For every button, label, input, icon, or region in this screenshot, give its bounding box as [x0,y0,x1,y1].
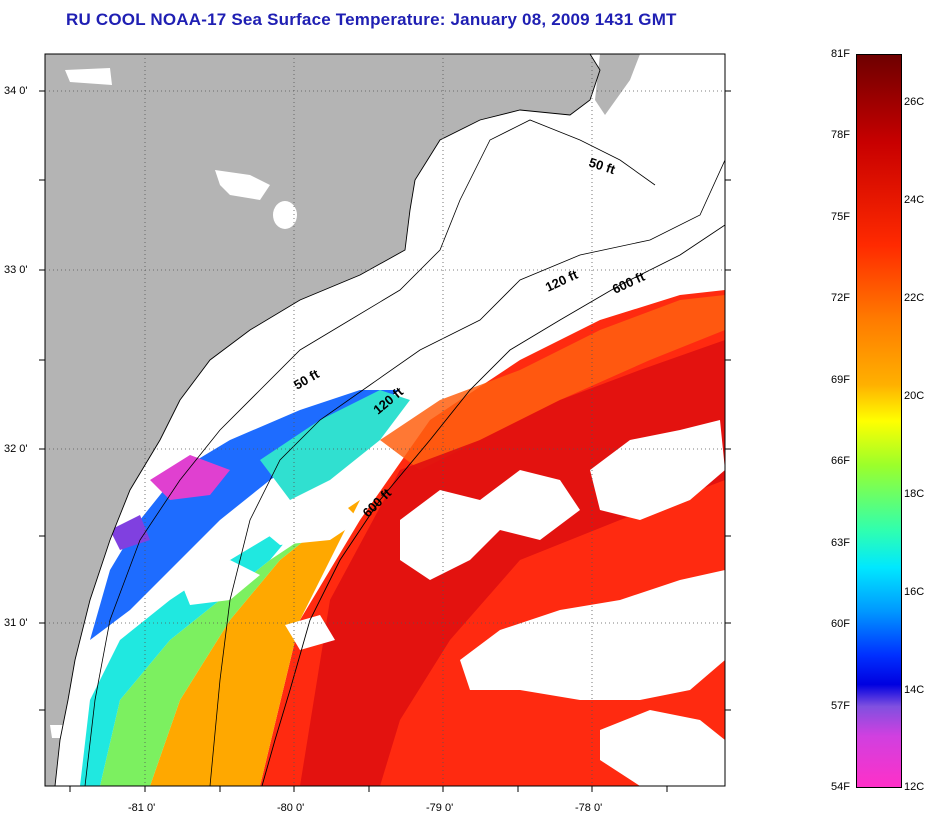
colorbar-label-63f: 63F [831,537,850,549]
colorbar-label-22c: 22C [904,292,925,304]
lat-label-31: 31 0' [4,617,28,629]
colorbar-label-26c: 26C [904,96,925,108]
temperature-colorbar [856,54,902,788]
colorbar-label-12c: 12C [904,781,925,793]
colorbar-label-72f: 72F [831,292,850,304]
land-cloud-specks [50,68,297,738]
colorbar-label-24c: 24C [904,194,925,206]
lon-label-81: -81 0' [128,802,156,814]
map-frame [44,53,726,787]
colorbar-label-75f: 75F [831,211,850,223]
coastal-violet-patch [110,515,150,550]
colorbar-label-18c: 18C [904,488,925,500]
colorbar-label-81f: 81F [831,48,850,60]
lon-label-80: -80 0' [277,802,305,814]
colorbar-label-60f: 60F [831,618,850,630]
lat-label-33: 33 0' [4,264,28,276]
midshelf-cyan-water [260,390,410,500]
colorbar-label-57f: 57F [831,700,850,712]
contour-600ft [261,224,725,786]
land-northeast [595,54,640,115]
nearshore-blue-water [90,390,400,640]
colorbar-label-78f: 78F [831,129,850,141]
warm-water-orange-band [380,295,725,470]
contour-120ft [209,159,725,786]
map-title: RU COOL NOAA-17 Sea Surface Temperature:… [66,10,677,29]
lat-label-32: 32 0' [4,443,28,455]
colorbar-label-69f: 69F [831,374,850,386]
colorbar-label-16c: 16C [904,586,925,598]
colorbar-label-20c: 20C [904,390,925,402]
lon-label-78: -78 0' [575,802,603,814]
shelf-water-yellow-orange [150,500,360,786]
coastline [54,54,601,786]
land-mass [45,54,600,786]
cloud-cover [180,420,725,786]
colorbar-label-66f: 66F [831,455,850,467]
contour-50ft [84,119,656,786]
lon-label-79: -79 0' [426,802,454,814]
colorbar-label-54f: 54F [831,781,850,793]
graticule [45,54,725,786]
shelf-water-green [100,520,330,786]
colorbar-label-14c: 14C [904,684,925,696]
lat-label-34: 34 0' [4,85,28,97]
axis-ticks [39,90,731,792]
coastal-magenta-patch [150,455,230,500]
